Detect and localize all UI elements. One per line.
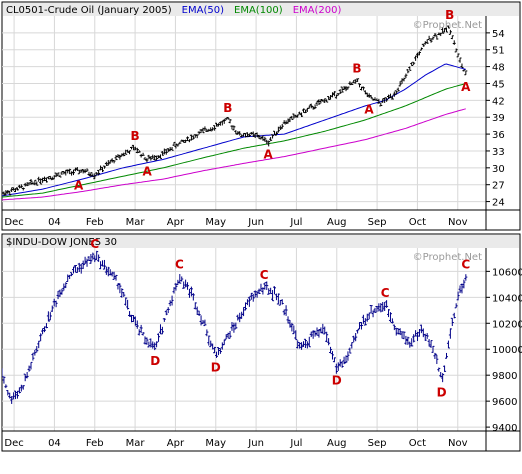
x-tick-label: Apr: [167, 217, 185, 228]
legend-entry: EMA(200): [293, 5, 342, 16]
legend-title: CL0501-Crude Oil (January 2005): [6, 5, 172, 16]
y-tick-label: 10200: [492, 319, 522, 330]
y-tick-label: 24: [492, 198, 505, 209]
x-tick-label: Feb: [86, 217, 104, 228]
annotation-B: B: [223, 101, 232, 115]
y-tick-label: 54: [492, 29, 505, 40]
y-tick-label: 10000: [492, 345, 522, 356]
y-tick-label: 30: [492, 164, 505, 175]
x-tick-label: Jun: [247, 217, 264, 228]
x-tick-label: Jul: [289, 217, 302, 228]
y-tick-label: 51: [492, 46, 505, 57]
annotation-A: A: [461, 80, 471, 94]
annotation-D: D: [437, 385, 447, 399]
y-tick-label: 9400: [492, 423, 517, 434]
y-tick-label: 9600: [492, 397, 517, 408]
legend-title: $INDU-DOW JONES 30: [6, 237, 117, 248]
x-tick-label: May: [205, 438, 226, 449]
annotation-B: B: [445, 8, 454, 22]
x-tick-label: Aug: [327, 217, 347, 228]
x-tick-label: Feb: [86, 438, 104, 449]
y-tick-label: 39: [492, 113, 505, 124]
x-tick-label: Jul: [289, 438, 302, 449]
dow-jones-panel: $INDU-DOW JONES 30 9400 9600 9800 10000 10200…: [1, 234, 522, 451]
annotation-A: A: [364, 103, 374, 117]
y-tick-label: 36: [492, 130, 505, 141]
annotation-A: A: [74, 178, 84, 192]
watermark: ©Prophet.Net: [413, 252, 482, 263]
annotation-D: D: [211, 361, 221, 375]
x-tick-label: Jun: [247, 438, 264, 449]
x-tick-label: Mar: [126, 217, 146, 228]
x-tick-label: May: [205, 217, 226, 228]
x-tick-label: Sep: [368, 217, 387, 228]
x-tick-label: Sep: [368, 438, 387, 449]
crude-oil-panel: CL0501-Crude Oil (January 2005) EMA(50) EM…: [1, 2, 521, 230]
y-tick-label: 33: [492, 147, 505, 158]
x-tick-label: Mar: [126, 438, 146, 449]
x-tick-label: Oct: [409, 438, 426, 449]
annotation-C: C: [461, 258, 470, 272]
y-tick-label: 10400: [492, 293, 522, 304]
annotation-C: C: [260, 268, 269, 282]
y-tick-label: 10600: [492, 267, 522, 278]
x-tick-label: 04: [48, 438, 61, 449]
x-tick-label: Aug: [327, 438, 347, 449]
x-tick-label: Nov: [448, 438, 468, 449]
y-tick-label: 27: [492, 181, 505, 192]
y-tick-label: 9800: [492, 371, 517, 382]
annotation-B: B: [352, 62, 361, 76]
legend-entry: EMA(100): [234, 5, 283, 16]
x-tick-label: Dec: [4, 438, 23, 449]
annotation-C: C: [381, 286, 390, 300]
legend-entry: EMA(50): [182, 5, 224, 16]
annotation-A: A: [143, 164, 153, 178]
x-tick-label: Oct: [409, 217, 426, 228]
y-tick-label: 42: [492, 96, 505, 107]
annotation-C: C: [175, 258, 184, 272]
x-tick-label: Nov: [448, 217, 468, 228]
y-tick-label: 45: [492, 79, 505, 90]
x-tick-label: 04: [48, 217, 61, 228]
annotation-A: A: [264, 148, 274, 162]
annotation-D: D: [332, 374, 342, 388]
x-tick-label: Dec: [4, 217, 23, 228]
annotation-B: B: [131, 129, 140, 143]
annotation-C: C: [90, 237, 99, 251]
annotation-D: D: [150, 354, 160, 368]
y-tick-label: 48: [492, 63, 505, 74]
x-tick-label: Apr: [167, 438, 185, 449]
